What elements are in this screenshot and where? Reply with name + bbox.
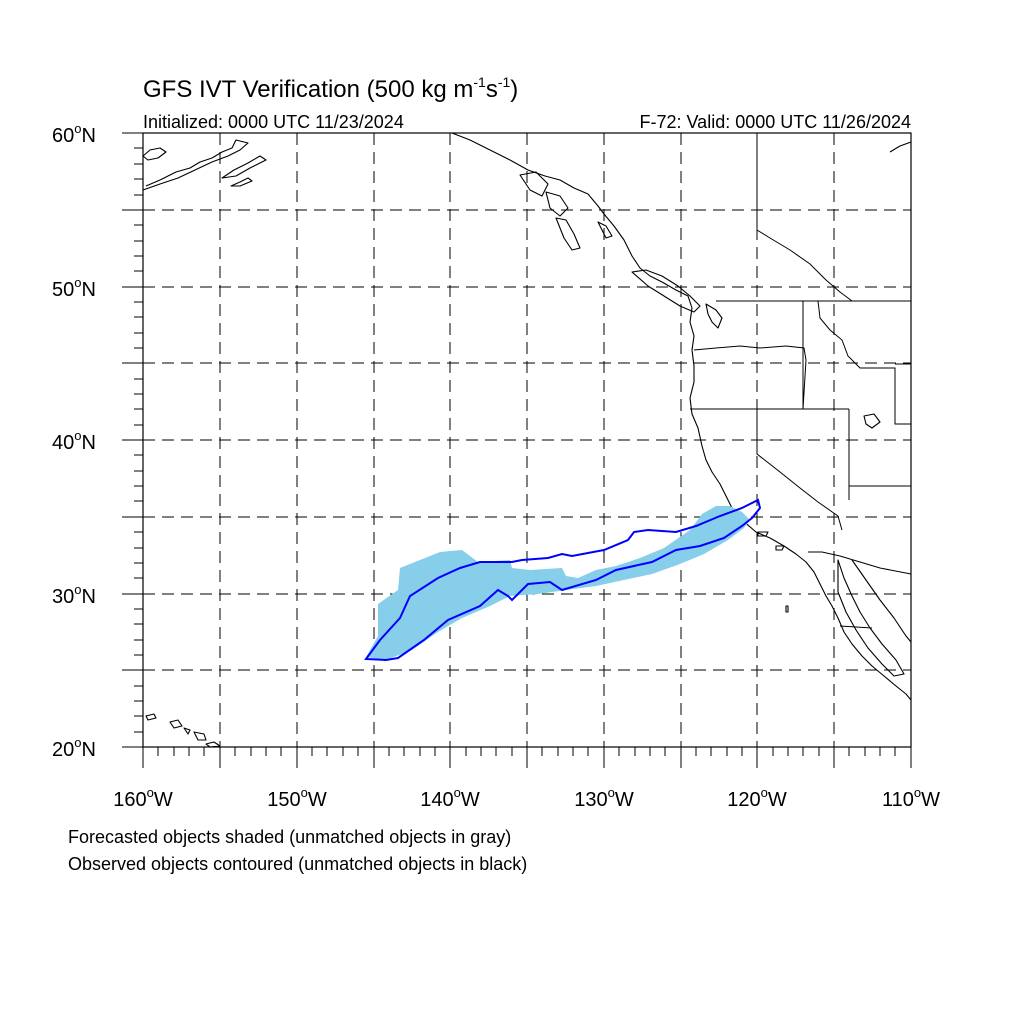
lon-label-120w: 120oW bbox=[727, 785, 787, 811]
lat-label-60n: 60oN bbox=[52, 121, 96, 147]
forecast-ivt-object bbox=[366, 506, 750, 660]
lat-label-30n: 30oN bbox=[52, 582, 96, 608]
valid-time: F-72: Valid: 0000 UTC 11/26/2024 bbox=[640, 112, 912, 132]
political-borders bbox=[690, 133, 912, 629]
graticule-grid bbox=[143, 133, 911, 747]
lon-label-110w: 110oW bbox=[882, 785, 940, 811]
initialized-time: Initialized: 0000 UTC 11/23/2024 bbox=[143, 112, 404, 132]
caption-forecast: Forecasted objects shaded (unmatched obj… bbox=[68, 827, 511, 847]
lat-label-50n: 50oN bbox=[52, 275, 96, 301]
map-title: GFS IVT Verification (500 kg m-1s-1) bbox=[143, 74, 518, 103]
coastlines bbox=[142, 132, 912, 748]
lon-label-160w: 160oW bbox=[113, 785, 173, 811]
lon-label-140w: 140oW bbox=[420, 785, 480, 811]
lon-label-130w: 130oW bbox=[574, 785, 634, 811]
axis-ticks bbox=[122, 132, 912, 768]
latitude-labels: 60oN 50oN 40oN 30oN 20oN bbox=[52, 121, 96, 761]
lon-label-150w: 150oW bbox=[267, 785, 327, 811]
lat-label-20n: 20oN bbox=[52, 735, 96, 761]
observed-ivt-contour bbox=[364, 498, 762, 662]
caption-observed: Observed objects contoured (unmatched ob… bbox=[68, 854, 527, 874]
lat-label-40n: 40oN bbox=[52, 428, 96, 454]
longitude-labels: 160oW 150oW 140oW 130oW 120oW 110oW bbox=[113, 785, 940, 811]
